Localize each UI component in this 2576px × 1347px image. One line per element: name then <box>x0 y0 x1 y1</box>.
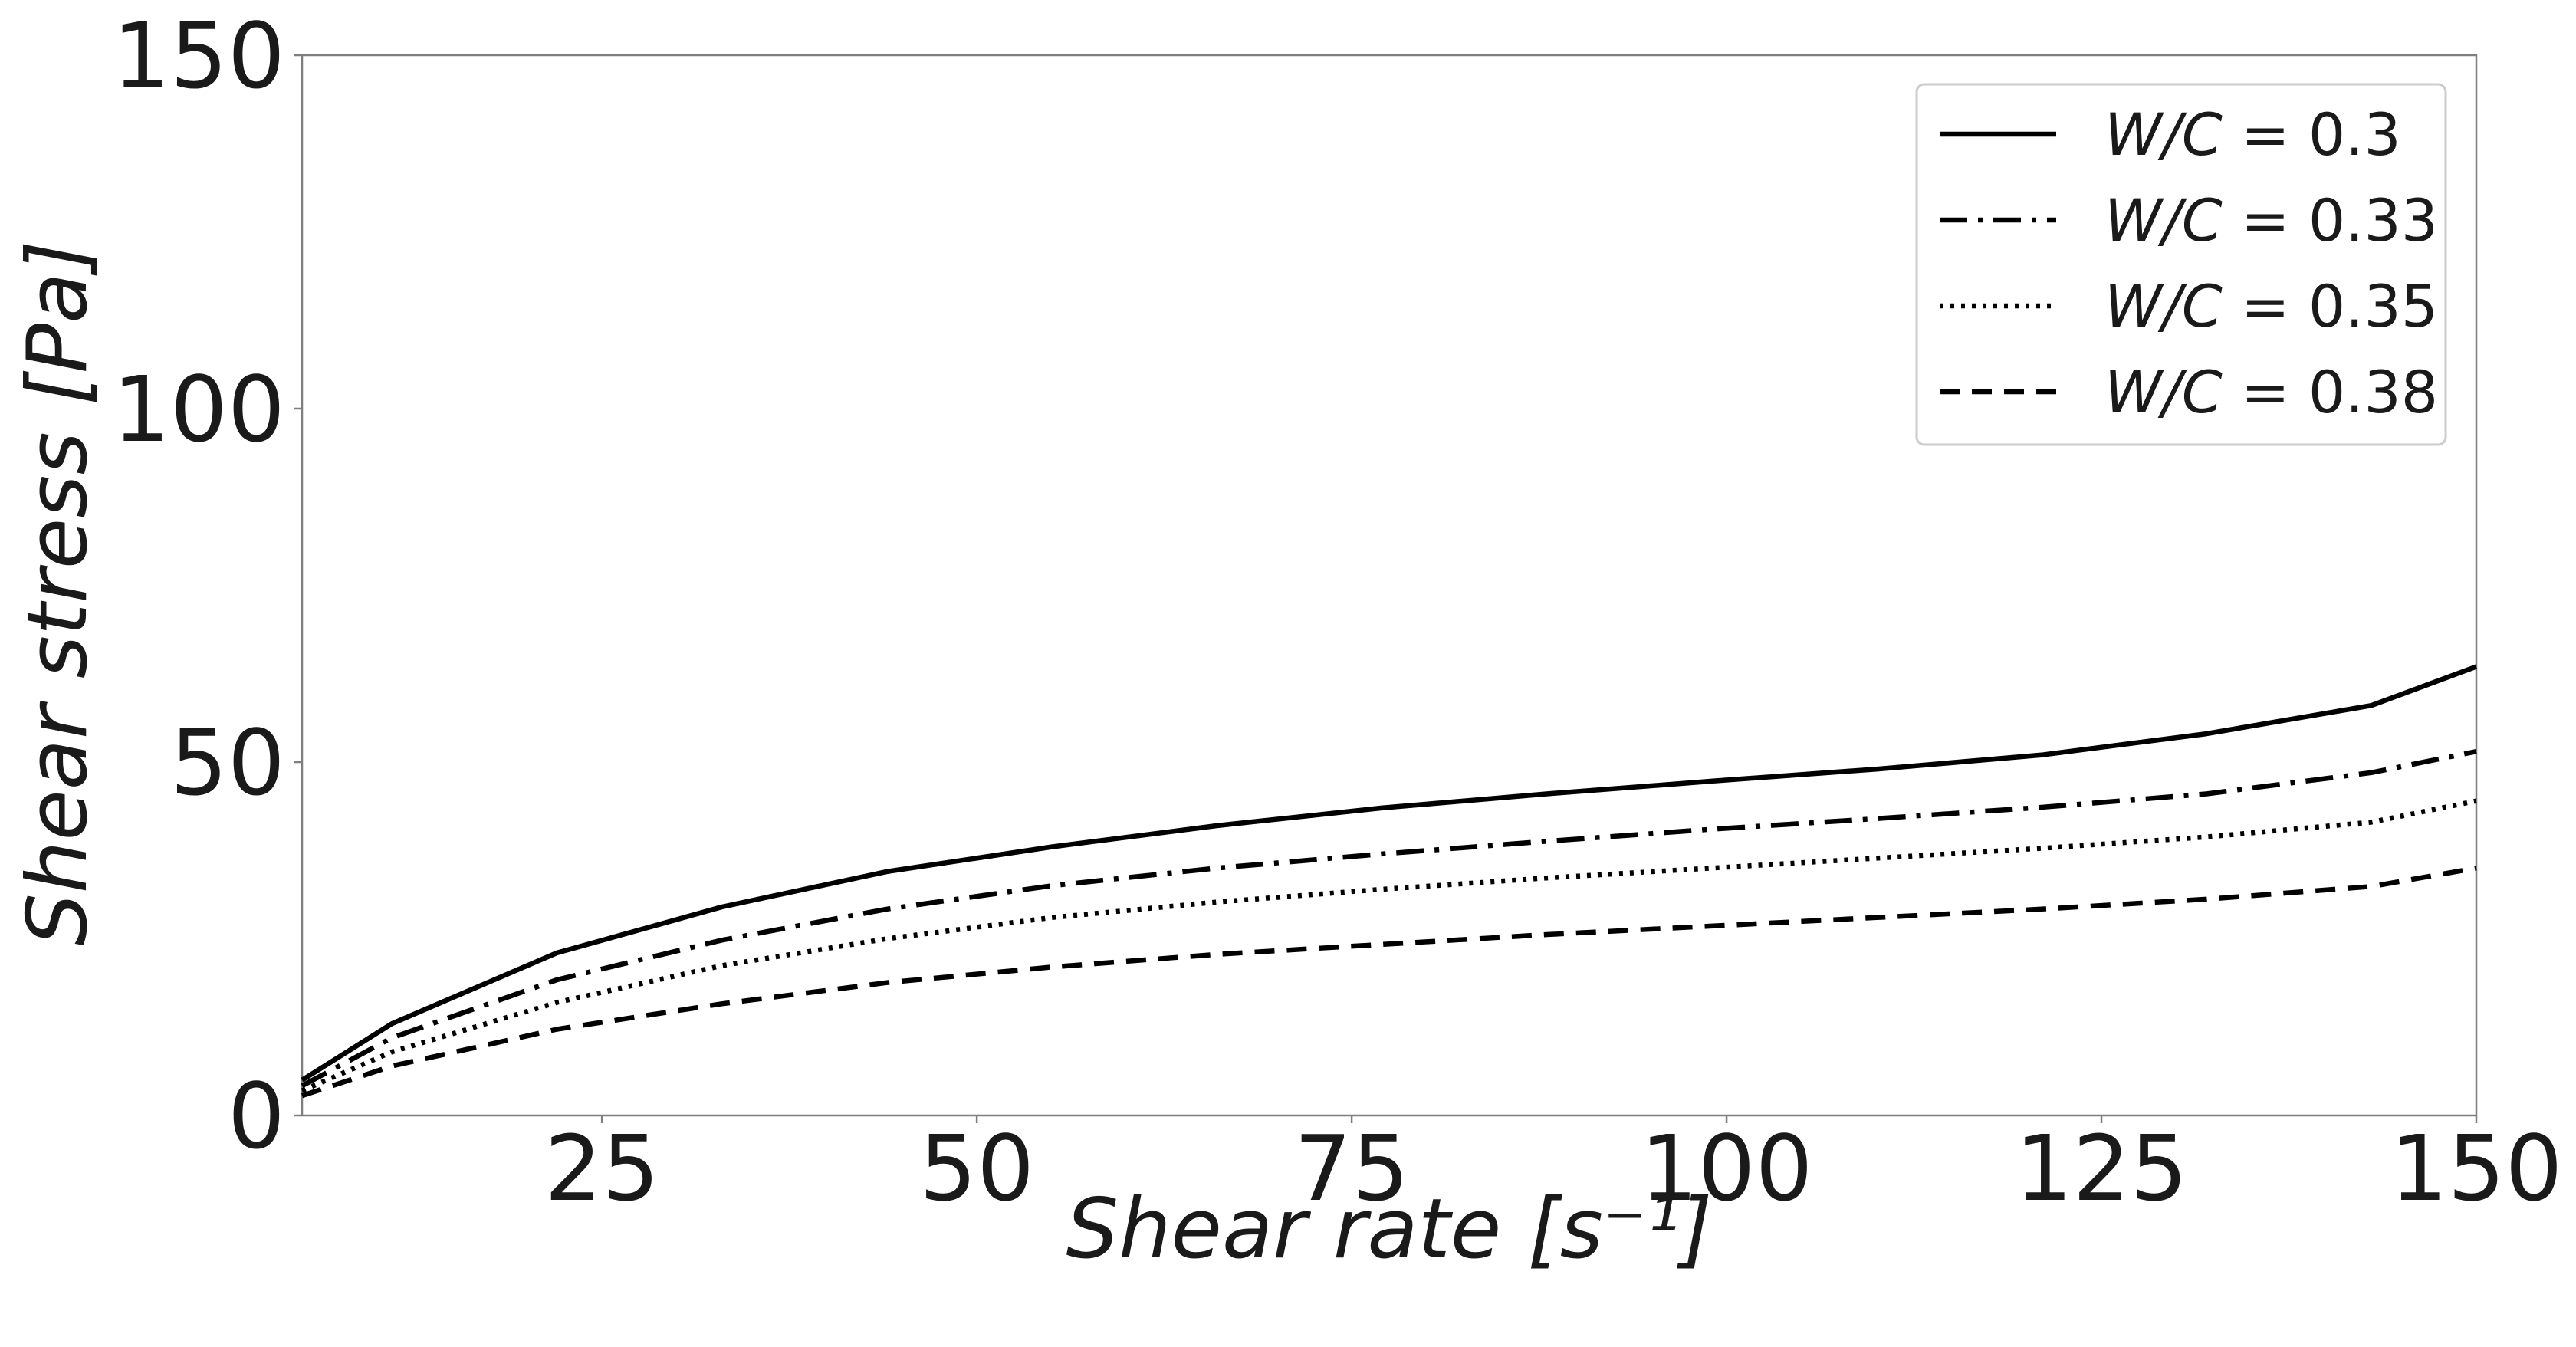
x-tick-label: 75 <box>1294 1115 1409 1221</box>
legend-label-2: W/C = 0.35 <box>2104 272 2438 340</box>
series-line-0 <box>301 664 2478 1083</box>
axes-layer: 25 50 75 100 125 150 0 50 100 150 <box>113 3 2563 1221</box>
series-layer <box>301 664 2478 1099</box>
x-tick-label: 150 <box>2390 1115 2562 1221</box>
y-tick-label: 0 <box>228 1063 285 1169</box>
y-tick-label: 100 <box>113 356 285 462</box>
plot-frame <box>301 54 2478 1117</box>
x-tick-label: 50 <box>919 1115 1034 1221</box>
y-tick-label: 50 <box>170 710 285 816</box>
legend: W/C = 0.3 W/C = 0.33 W/C = 0.35 W/C = 0.38 <box>1915 83 2447 446</box>
legend-label-1: W/C = 0.33 <box>2104 186 2438 255</box>
y-axis-title: Shear stress [Pa] <box>10 240 106 945</box>
legend-label-3: W/C = 0.38 <box>2104 358 2438 426</box>
series-line-1 <box>301 749 2477 1089</box>
legend-label-0: W/C = 0.3 <box>2104 100 2401 169</box>
x-axis-title: Shear rate [s⁻¹] <box>1066 1181 1713 1277</box>
x-tick-label: 125 <box>2015 1115 2187 1221</box>
x-tick-label: 100 <box>1640 1115 1812 1221</box>
series-line-3 <box>301 866 2477 1099</box>
y-tick-label: 150 <box>113 3 285 109</box>
x-tick-label: 25 <box>544 1115 659 1221</box>
plot-area <box>301 54 2478 1117</box>
legend-box <box>1915 83 2447 446</box>
